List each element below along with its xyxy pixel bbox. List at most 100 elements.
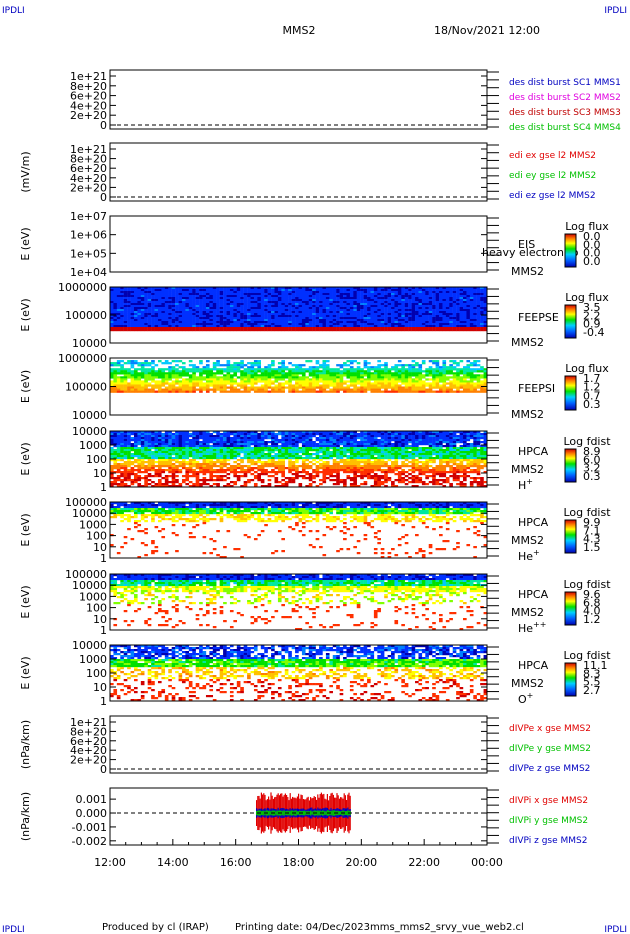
- spectrogram-cell: [322, 301, 327, 304]
- spectrogram-cell: [473, 325, 477, 328]
- spectrogram-cell: [387, 319, 392, 322]
- spectrogram-cell: [264, 368, 268, 371]
- spectrogram-cell: [401, 445, 405, 448]
- spectrogram-cell: [391, 303, 395, 306]
- colorbar-tick-label: -0.4: [583, 326, 604, 339]
- spectrogram-cell: [421, 291, 426, 294]
- spectrogram-cell: [185, 313, 190, 316]
- spectrogram-cell: [408, 441, 412, 444]
- spectrogram-cell: [168, 433, 172, 436]
- spectrogram-cell: [199, 376, 203, 379]
- spectrogram-cell: [199, 323, 203, 326]
- spectrogram-cell: [253, 443, 258, 446]
- spectrogram-cell: [360, 323, 364, 326]
- spectrogram-cell: [387, 295, 392, 298]
- spectrogram-cell: [452, 299, 457, 302]
- spectrogram-cell: [305, 289, 309, 292]
- spectrogram-cell: [312, 376, 316, 379]
- spectrogram-cell: [205, 376, 210, 379]
- spectrogram-cell: [435, 301, 440, 304]
- spectrogram-cell: [229, 364, 234, 367]
- spectrogram-cell: [356, 321, 361, 324]
- spectrogram-cell: [463, 293, 467, 296]
- spectrogram-cell: [421, 441, 426, 444]
- spectrogram-cell: [120, 447, 124, 450]
- spectrogram-cell: [243, 364, 248, 367]
- spectrogram-cell: [188, 378, 193, 381]
- spectrogram-cell: [127, 447, 131, 450]
- spectrogram-cell: [421, 433, 426, 436]
- spectrogram-cell: [250, 431, 255, 434]
- spectrogram-cell: [151, 287, 155, 290]
- spectrogram-cell: [281, 384, 285, 387]
- spectrogram-cell: [315, 366, 320, 369]
- spectrogram-cell: [459, 431, 464, 434]
- spectrogram-cell: [288, 376, 292, 379]
- spectrogram-cell: [397, 299, 402, 302]
- spectrogram-cell: [110, 315, 114, 318]
- spectrogram-cell: [236, 368, 241, 371]
- spectrogram-cell: [243, 323, 248, 326]
- spectrogram-cell: [209, 321, 214, 324]
- spectrogram-cell: [260, 437, 265, 440]
- spectrogram-cell: [219, 301, 224, 304]
- spectrogram-cell: [387, 293, 392, 296]
- spectrogram-cell: [428, 374, 433, 377]
- spectrogram-cell: [480, 388, 484, 391]
- spectrogram-cell: [226, 319, 231, 322]
- spectrogram-cell: [483, 289, 488, 292]
- spectrogram-cell: [175, 323, 179, 326]
- spectrogram-cell: [188, 317, 193, 320]
- spectrogram-cell: [226, 376, 231, 379]
- spectrogram-cell: [236, 297, 241, 300]
- spectrogram-cell: [216, 439, 220, 442]
- spectrogram-cell: [147, 313, 152, 316]
- spectrogram-cell: [257, 305, 261, 308]
- spectrogram-cell: [271, 289, 275, 292]
- spectrogram-cell: [209, 295, 214, 298]
- spectrogram-cell: [291, 301, 296, 304]
- spectrogram-cell: [157, 441, 162, 444]
- spectrogram-cell: [411, 313, 416, 316]
- spectrogram-cell: [353, 329, 357, 332]
- spectrogram-cell: [274, 307, 279, 310]
- spectrogram-cell: [267, 378, 272, 381]
- spectrogram-cell: [202, 431, 207, 434]
- spectrogram-cell: [123, 297, 128, 300]
- spectrogram-cell: [192, 386, 196, 389]
- spectrogram-cell: [298, 307, 303, 310]
- spectrogram-cell: [432, 360, 436, 363]
- spectrogram-cell: [236, 319, 241, 322]
- spectrogram-cell: [260, 329, 265, 332]
- spectrogram-cell: [226, 449, 231, 452]
- spectrogram-cell: [442, 433, 447, 436]
- spectrogram-cell: [312, 445, 316, 448]
- spectrogram-cell: [171, 303, 176, 306]
- spectrogram-cell: [110, 382, 114, 385]
- spectrogram-cell: [130, 293, 135, 296]
- spectrogram-cell: [483, 435, 488, 438]
- spectrogram-cell: [353, 372, 357, 375]
- spectrogram-cell: [308, 291, 313, 294]
- spectrogram-cell: [394, 313, 399, 316]
- spectrogram-cell: [271, 368, 275, 371]
- spectrogram-cell: [428, 299, 433, 302]
- spectrogram-cell: [343, 291, 347, 294]
- spectrogram-cell: [233, 287, 238, 290]
- spectrogram-cell: [140, 364, 145, 367]
- spectrogram-cell: [397, 431, 402, 434]
- spectrogram-cell: [452, 380, 457, 383]
- spectrogram-cell: [380, 289, 385, 292]
- spectrogram-cell: [360, 299, 364, 302]
- spectrogram-cell: [339, 437, 344, 440]
- spectrogram-cell: [137, 303, 142, 306]
- spectrogram-cell: [469, 325, 474, 328]
- spectrogram-cell: [312, 374, 316, 377]
- spectrogram-cell: [164, 287, 169, 290]
- spectrogram-cell: [394, 431, 399, 434]
- spectrogram-cell: [473, 370, 477, 373]
- spectrogram-cell: [360, 376, 364, 379]
- spectrogram-cell: [415, 362, 419, 365]
- spectrogram-cell: [240, 313, 244, 316]
- spectrogram-cell: [404, 431, 409, 434]
